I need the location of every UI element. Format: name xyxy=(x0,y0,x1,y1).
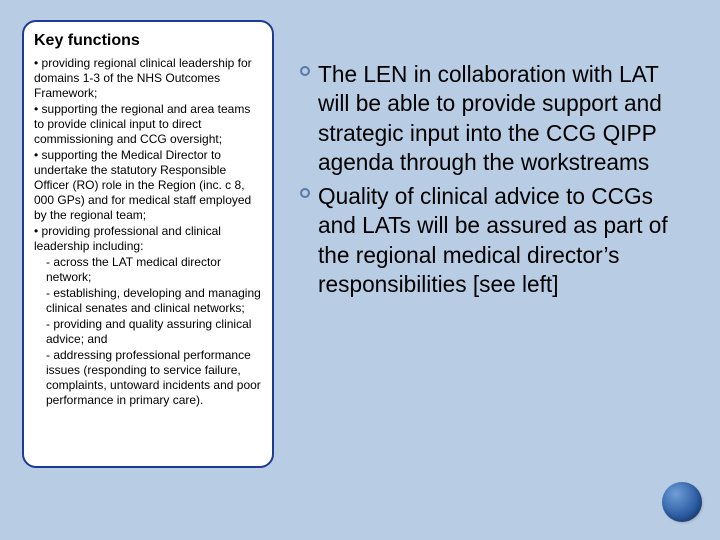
key-fn-subline: - establishing, developing and managing … xyxy=(34,286,262,316)
bullet-text: The LEN in collaboration with LAT will b… xyxy=(318,60,696,178)
box-body: • providing regional clinical leadership… xyxy=(34,56,262,408)
key-fn-line: • supporting the Medical Director to und… xyxy=(34,148,262,223)
accent-sphere-icon xyxy=(662,482,702,522)
bullet-text: Quality of clinical advice to CCGs and L… xyxy=(318,182,696,300)
box-title: Key functions xyxy=(34,32,262,50)
ring-bullet-icon xyxy=(300,188,310,198)
ring-bullet-icon xyxy=(300,66,310,76)
key-fn-subline: - addressing professional performance is… xyxy=(34,348,262,408)
key-fn-line: • supporting the regional and area teams… xyxy=(34,102,262,147)
key-fn-subline: - across the LAT medical director networ… xyxy=(34,255,262,285)
key-functions-box: Key functions • providing regional clini… xyxy=(22,20,274,468)
bullet-item: The LEN in collaboration with LAT will b… xyxy=(300,60,696,178)
key-fn-line: • providing professional and clinical le… xyxy=(34,224,262,254)
right-column: The LEN in collaboration with LAT will b… xyxy=(300,60,696,304)
bullet-item: Quality of clinical advice to CCGs and L… xyxy=(300,182,696,300)
key-fn-subline: - providing and quality assuring clinica… xyxy=(34,317,262,347)
slide: Key functions • providing regional clini… xyxy=(0,0,720,540)
key-fn-line: • providing regional clinical leadership… xyxy=(34,56,262,101)
